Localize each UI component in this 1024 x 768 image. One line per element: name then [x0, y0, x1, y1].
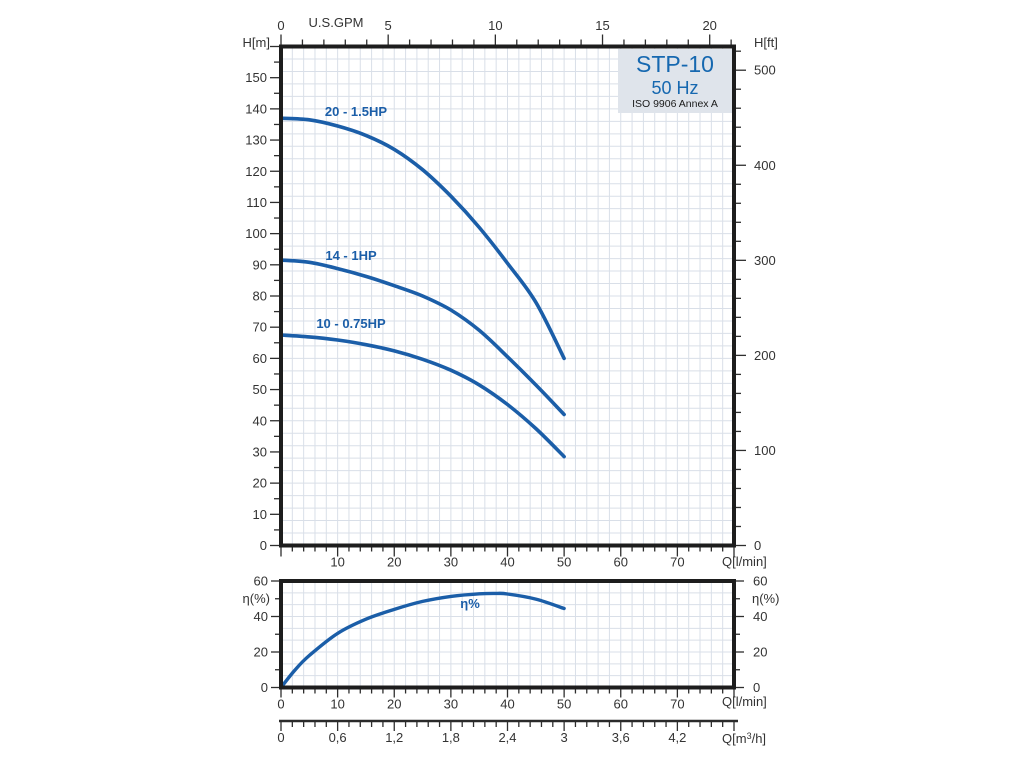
flow-m3h-label-post: /h]: [751, 731, 767, 746]
tick-label: 3: [561, 730, 568, 745]
tick-label: 200: [754, 348, 776, 363]
tick-label: 70: [670, 697, 684, 712]
tick-label: 0: [754, 538, 761, 553]
tick-label: 140: [245, 101, 267, 116]
iso-standard: ISO 9906 Annex A: [632, 98, 718, 110]
tick-label: 60: [253, 351, 267, 366]
tick-label: 120: [245, 164, 267, 179]
tick-label: 70: [253, 320, 267, 335]
flow-lmin-axis-label-eff: Q[l/min]: [722, 694, 767, 709]
tick-label: 20: [387, 555, 401, 570]
tick-label: 60: [614, 697, 628, 712]
plot-border: [279, 579, 736, 690]
tick-label: 20: [253, 476, 267, 491]
title-box: STP-10 50 Hz ISO 9906 Annex A: [618, 49, 732, 113]
tick-label: 0: [277, 730, 284, 745]
tick-label: 20: [387, 697, 401, 712]
tick-label: 30: [444, 555, 458, 570]
tick-label: 10: [330, 555, 344, 570]
tick-label: 1,2: [385, 730, 403, 745]
pump-model: STP-10: [636, 51, 714, 77]
tick-label: 0: [260, 538, 267, 553]
tick-label: 400: [754, 158, 776, 173]
pump-frequency: 50 Hz: [651, 78, 699, 98]
tick-label: 60: [753, 574, 767, 589]
tick-label: 50: [557, 555, 571, 570]
tick-label: 10: [330, 697, 344, 712]
tick-label: 20: [254, 645, 268, 660]
head-ft-axis-label: H[ft]: [754, 35, 778, 50]
tick-label: 100: [245, 226, 267, 241]
tick-label: 40: [753, 609, 767, 624]
m3h-axis: 0 0,6 1,2 1,8 2,4 3 3,6 4,2: [277, 719, 738, 745]
tick-label: 50: [253, 382, 267, 397]
tick-label: 30: [444, 697, 458, 712]
tick-label: 20: [753, 645, 767, 660]
tick-label: 4,2: [668, 730, 686, 745]
tick-label: 5: [385, 18, 392, 33]
head-curve: [279, 333, 566, 459]
tick-label: 15: [595, 18, 609, 33]
tick-label: 40: [254, 609, 268, 624]
tick-label: 0: [753, 680, 760, 695]
plot-border: [279, 44, 736, 548]
tick-label: 60: [614, 555, 628, 570]
tick-label: 50: [557, 697, 571, 712]
efficiency-axis-label-left: η(%): [242, 591, 270, 606]
main-chart: 0102030405060708090100110120130140150010…: [245, 18, 775, 570]
tick-label: 70: [670, 555, 684, 570]
tick-label: 40: [500, 555, 514, 570]
tick-label: 0: [261, 680, 268, 695]
tick-label: 40: [500, 697, 514, 712]
flow-m3h-label-pre: Q[m: [722, 731, 747, 746]
head-curve: [279, 116, 566, 361]
tick-label: 3,6: [612, 730, 630, 745]
tick-label: 150: [245, 70, 267, 85]
head-curve: [279, 258, 566, 417]
tick-label: 10: [253, 507, 267, 522]
tick-label: 20: [702, 18, 716, 33]
tick-label: 0,6: [329, 730, 347, 745]
head-m-axis-label: H[m]: [242, 35, 270, 50]
curve-label-14-1hp: 14 - 1HP: [325, 248, 377, 263]
tick-label: 100: [754, 443, 776, 458]
top-axis-unit-label: U.S.GPM: [308, 15, 364, 30]
tick-label: 80: [253, 289, 267, 304]
tick-label: 90: [253, 257, 267, 272]
tick-label: 30: [253, 444, 267, 459]
tick-label: 1,8: [442, 730, 460, 745]
tick-label: 10: [488, 18, 502, 33]
tick-label: 0: [277, 18, 284, 33]
tick-label: 2,4: [498, 730, 516, 745]
flow-lmin-axis-label-main: Q[l/min]: [722, 554, 767, 569]
tick-label: 60: [254, 574, 268, 589]
tick-label: 500: [754, 63, 776, 78]
flow-m3h-axis-label: Q[m3/h]: [722, 729, 796, 746]
curve-label-efficiency: η%: [460, 596, 480, 611]
curve-label-10-0point75hp: 10 - 0.75HP: [316, 316, 386, 331]
efficiency-curve: [279, 591, 566, 690]
flow-m3h-label-sup: 3: [746, 731, 752, 741]
efficiency-axis-label-right: η(%): [752, 591, 780, 606]
curve-label-20-1point5hp: 20 - 1.5HP: [324, 104, 388, 119]
tick-label: 130: [245, 133, 267, 148]
tick-label: 110: [246, 195, 267, 210]
tick-label: 0: [277, 697, 284, 712]
tick-label: 300: [754, 253, 776, 268]
tick-label: 40: [253, 413, 267, 428]
